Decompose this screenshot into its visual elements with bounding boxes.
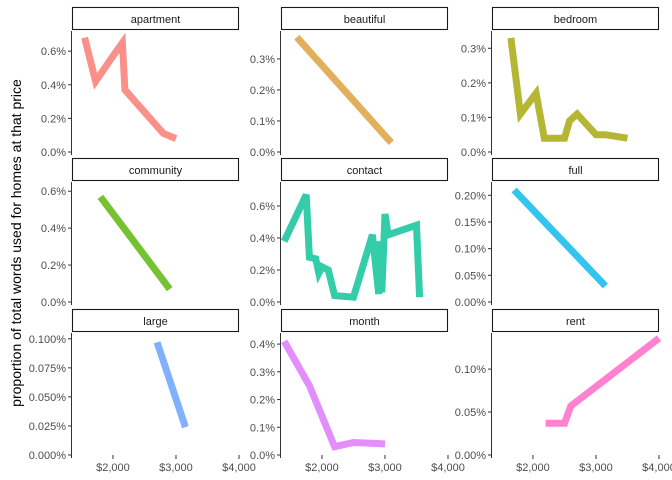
panel-community: community 0.0% 0.2% 0.4% 0.6%	[41, 157, 240, 309]
series-line-month	[281, 339, 386, 451]
strip-box	[491, 157, 660, 182]
y-tick-label: 0.6%	[41, 46, 66, 58]
x-tick-label: $2,000	[96, 462, 130, 474]
strip-label: contact	[347, 165, 382, 177]
y-tick-label: 0.2%	[461, 78, 486, 90]
panel-month: month 0.0% 0.1% 0.2% 0.3% 0.4% $2,000 $3,000 $4,…	[250, 308, 465, 474]
strip-label: full	[568, 165, 582, 177]
y-tick-label: 0.1%	[250, 422, 275, 434]
series-line-contact	[281, 193, 424, 301]
y-tick-label: 0.4%	[41, 223, 66, 235]
y-tick-label: 0.0%	[41, 147, 66, 159]
y-tick-label: 0.000%	[29, 450, 67, 462]
panel-bedroom: bedroom 0.0% 0.1% 0.2% 0.3%	[461, 6, 660, 159]
y-tick-label: 0.6%	[250, 201, 275, 213]
strip-label: month	[349, 316, 380, 328]
strip-label: community	[129, 165, 183, 177]
panel-beautiful: beautiful 0.0% 0.1% 0.2% 0.3%	[250, 6, 449, 159]
x-tick-label: $4,000	[431, 462, 465, 474]
y-axis-label: proportion of total words used for homes…	[8, 79, 24, 407]
y-tick-label: 0.075%	[29, 363, 67, 375]
y-tick-label: 0.3%	[250, 54, 275, 66]
y-tick-label: 0.0%	[41, 297, 66, 309]
y-tick-label: 0.025%	[29, 421, 67, 433]
panel-apartment: apartment 0.0% 0.2% 0.4% 0.6%	[41, 6, 240, 159]
strip-label: rent	[566, 316, 585, 328]
y-tick-label: 0.20%	[455, 190, 486, 202]
y-tick-label: 0.050%	[29, 392, 67, 404]
y-tick-label: 0.00%	[455, 297, 486, 309]
y-tick-label: 0.0%	[250, 450, 275, 462]
series-line-full	[511, 187, 608, 289]
strip-label: bedroom	[554, 14, 597, 26]
strip-box	[71, 308, 240, 333]
y-tick-label: 0.00%	[455, 450, 486, 462]
y-tick-label: 0.1%	[461, 112, 486, 124]
x-tick-label: $4,000	[222, 462, 256, 474]
x-tick-label: $2,000	[305, 462, 339, 474]
series-line-rent	[545, 335, 662, 427]
y-tick-label: 0.2%	[250, 265, 275, 277]
series-line-bedroom	[507, 37, 629, 142]
x-tick-label: $3,000	[159, 462, 193, 474]
facet-panels: apartment 0.0% 0.2% 0.4% 0.6% beautiful 0.0% 0.…	[29, 6, 672, 474]
y-tick-label: 0.0%	[250, 147, 275, 159]
series-line-beautiful	[294, 34, 394, 146]
panel-large: large 0.000% 0.025% 0.050% 0.075% 0.100% $2,00…	[29, 308, 256, 474]
y-tick-label: 0.2%	[250, 85, 275, 97]
y-tick-label: 0.100%	[29, 334, 67, 346]
series-line-large	[153, 341, 189, 429]
strip-box	[491, 6, 660, 31]
strip-box	[280, 157, 449, 182]
y-tick-label: 0.10%	[455, 244, 486, 256]
panel-full: full 0.00% 0.05% 0.10% 0.15% 0.20%	[455, 157, 660, 309]
strip-label: large	[143, 316, 167, 328]
panel-contact: contact 0.0% 0.2% 0.4% 0.6%	[250, 157, 449, 309]
series-line-community	[97, 194, 173, 292]
y-tick-label: 0.05%	[455, 407, 486, 419]
y-tick-label: 0.1%	[250, 116, 275, 128]
strip-label: apartment	[131, 14, 181, 26]
series-line-apartment	[81, 32, 178, 142]
panel-rent: rent 0.00% 0.05% 0.10% $2,000 $3,000 $4,000	[455, 308, 672, 474]
x-tick-label: $4,000	[642, 462, 672, 474]
strip-box	[71, 157, 240, 182]
strip-box	[280, 6, 449, 31]
y-tick-label: 0.10%	[455, 364, 486, 376]
y-tick-label: 0.05%	[455, 270, 486, 282]
y-tick-label: 0.2%	[250, 395, 275, 407]
y-tick-label: 0.4%	[250, 339, 275, 351]
strip-label: beautiful	[344, 14, 386, 26]
y-tick-label: 0.2%	[41, 260, 66, 272]
y-tick-label: 0.6%	[41, 186, 66, 198]
y-tick-label: 0.0%	[461, 147, 486, 159]
x-tick-label: $2,000	[516, 462, 550, 474]
strip-box	[280, 308, 449, 333]
y-tick-label: 0.0%	[250, 297, 275, 309]
x-tick-label: $3,000	[579, 462, 613, 474]
x-tick-label: $3,000	[368, 462, 402, 474]
y-tick-label: 0.2%	[41, 113, 66, 125]
strip-box	[491, 308, 660, 333]
strip-box	[71, 6, 240, 31]
y-tick-label: 0.3%	[461, 43, 486, 55]
y-tick-label: 0.4%	[41, 80, 66, 92]
y-tick-label: 0.15%	[455, 217, 486, 229]
y-tick-label: 0.3%	[250, 367, 275, 379]
y-tick-label: 0.4%	[250, 233, 275, 245]
